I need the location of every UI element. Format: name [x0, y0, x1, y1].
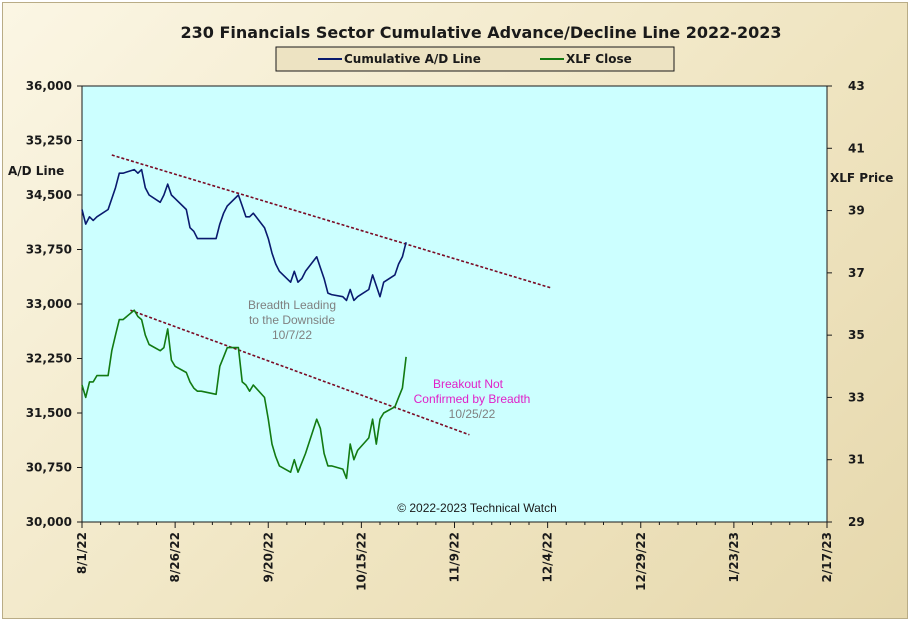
- annotation-breakout-line2: Confirmed by Breadth: [414, 392, 531, 406]
- left-axis: 30,000 30,750 31,500 32,250 33,000 33,750 34,5…: [26, 79, 82, 529]
- x-tick-label: 8/26/22: [168, 532, 182, 583]
- left-tick-label: 31,500: [26, 406, 72, 420]
- right-tick-label: 39: [848, 204, 865, 218]
- x-tick-label: 8/1/22: [75, 532, 89, 574]
- left-tick-label: 32,250: [26, 352, 72, 366]
- left-tick-label: 36,000: [26, 79, 72, 93]
- left-tick-label: 30,000: [26, 515, 72, 529]
- right-axis: 29 31 33 35 37 39 41 43: [827, 79, 865, 529]
- legend: Cumulative A/D Line XLF Close: [275, 46, 675, 72]
- annotation-breadth-leading-date: 10/7/22: [272, 328, 312, 342]
- legend-label-xlf: XLF Close: [566, 52, 632, 66]
- ad-line-series: [81, 168, 407, 302]
- left-tick-label: 33,750: [26, 243, 72, 257]
- right-tick-label: 33: [848, 390, 865, 404]
- annotation-breadth-leading-line2: to the Downside: [249, 313, 335, 327]
- legend-box: [275, 46, 675, 72]
- left-tick-label: 35,250: [26, 134, 72, 148]
- series-lines: [81, 168, 407, 480]
- annotation-breakout-date: 10/25/22: [449, 407, 496, 421]
- x-tick-label: 11/9/22: [448, 532, 462, 583]
- right-tick-label: 43: [848, 79, 865, 93]
- annotation-breadth-leading-line1: Breadth Leading: [248, 298, 336, 312]
- plot-area: [81, 85, 828, 523]
- right-tick-label: 35: [848, 328, 865, 342]
- x-tick-label: 12/29/22: [634, 532, 648, 591]
- annotations: Breadth Leading to the Downside 10/7/22 …: [248, 298, 557, 515]
- copyright-note: © 2022-2023 Technical Watch: [397, 501, 557, 515]
- right-tick-label: 37: [848, 266, 865, 280]
- x-tick-label: 1/23/23: [727, 532, 741, 583]
- right-tick-label: 31: [848, 453, 865, 467]
- right-tick-label: 41: [848, 141, 865, 155]
- x-axis: 8/1/22 8/26/22 9/20/22 10/15/22 11/9/22 12/4/…: [75, 522, 834, 591]
- xlf-trendline: [130, 309, 470, 436]
- y-axis-label-right: XLF Price: [830, 171, 893, 185]
- trendlines: [111, 154, 552, 436]
- y-axis-label-left: A/D Line: [8, 164, 64, 178]
- right-tick-label: 29: [848, 515, 865, 529]
- left-tick-label: 33,000: [26, 297, 72, 311]
- x-tick-label: 12/4/22: [541, 532, 555, 583]
- left-tick-label: 34,500: [26, 188, 72, 202]
- legend-label-ad-line: Cumulative A/D Line: [344, 52, 481, 66]
- x-tick-label: 2/17/23: [820, 532, 834, 583]
- left-tick-label: 30,750: [26, 461, 72, 475]
- chart-title: 230 Financials Sector Cumulative Advance…: [181, 23, 782, 42]
- x-tick-label: 10/15/22: [354, 532, 368, 591]
- x-tick-label: 9/20/22: [261, 532, 275, 583]
- annotation-breakout-line1: Breakout Not: [433, 377, 504, 391]
- ad-line-trendline: [111, 154, 552, 289]
- xlf-close-series: [81, 309, 407, 480]
